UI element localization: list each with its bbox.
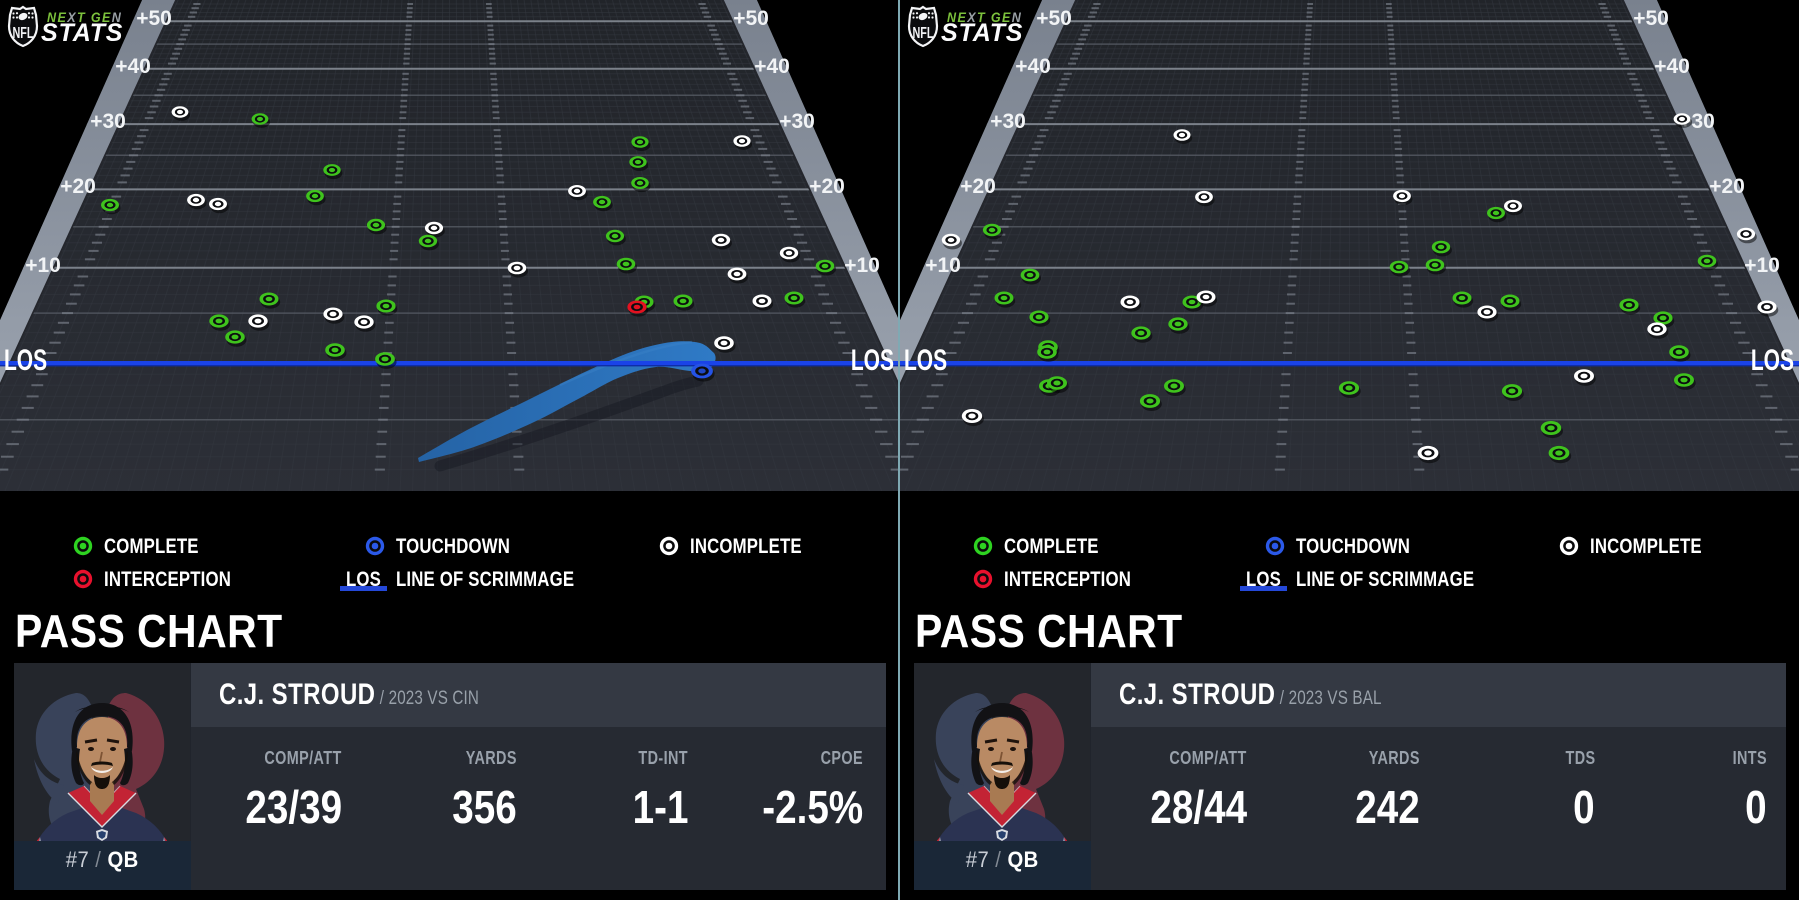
svg-text:LOS: LOS xyxy=(851,345,894,377)
svg-text:NFL: NFL xyxy=(13,24,34,41)
svg-text:+50: +50 xyxy=(136,7,172,30)
svg-text:STATS: STATS xyxy=(941,19,1023,47)
svg-text:+10: +10 xyxy=(844,254,880,277)
svg-text:+30: +30 xyxy=(990,110,1026,133)
svg-text:+40: +40 xyxy=(1654,55,1690,78)
svg-text:NFL: NFL xyxy=(913,24,934,41)
svg-text:NEXT GEN: NEXT GEN xyxy=(947,10,1022,26)
svg-text:LOS: LOS xyxy=(904,345,947,377)
svg-text:+20: +20 xyxy=(1709,175,1745,198)
svg-text:+50: +50 xyxy=(1633,7,1669,30)
svg-text:+20: +20 xyxy=(60,175,96,198)
svg-text:STATS: STATS xyxy=(41,19,123,47)
svg-text:LOS: LOS xyxy=(4,345,47,377)
svg-text:+20: +20 xyxy=(809,175,845,198)
svg-text:+40: +40 xyxy=(1015,55,1051,78)
svg-text:+30: +30 xyxy=(779,110,815,133)
svg-text:+40: +40 xyxy=(115,55,151,78)
svg-text:+10: +10 xyxy=(1744,254,1780,277)
svg-text:+40: +40 xyxy=(754,55,790,78)
svg-text:+10: +10 xyxy=(925,254,961,277)
svg-text:+10: +10 xyxy=(25,254,61,277)
svg-text:LOS: LOS xyxy=(1751,345,1794,377)
svg-text:NEXT GEN: NEXT GEN xyxy=(47,10,122,26)
svg-text:+50: +50 xyxy=(733,7,769,30)
svg-text:+20: +20 xyxy=(960,175,996,198)
svg-text:+50: +50 xyxy=(1036,7,1072,30)
svg-text:+30: +30 xyxy=(90,110,126,133)
